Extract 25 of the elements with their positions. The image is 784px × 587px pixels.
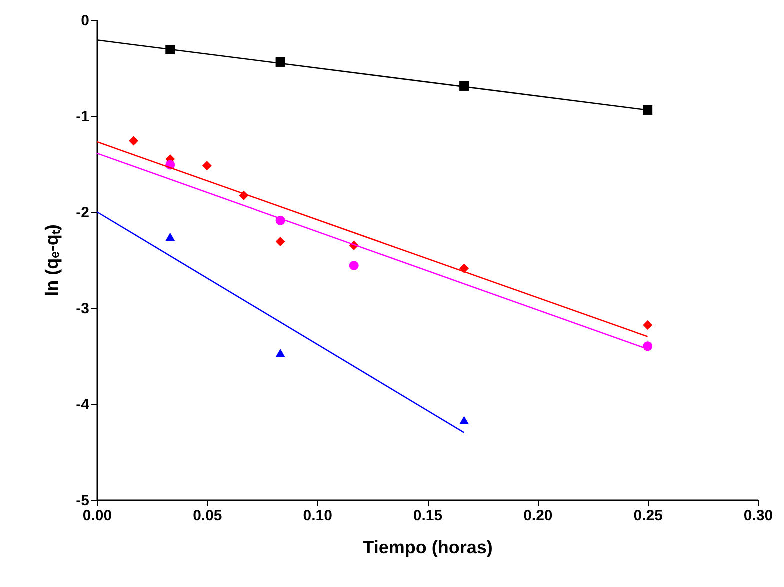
- point: [643, 342, 653, 352]
- y-tick-label: -1: [76, 108, 90, 126]
- point: [166, 232, 176, 242]
- x-tick-label: 0.20: [524, 508, 553, 524]
- point: [643, 320, 653, 330]
- x-tick-label: 0.15: [413, 508, 443, 524]
- point: [643, 105, 653, 115]
- x-tick-label: 0.00: [82, 508, 112, 524]
- x-axis-title: Tiempo (horas): [363, 538, 493, 558]
- y-tick-label: -2: [76, 204, 90, 222]
- y-tick-label: -3: [76, 300, 90, 318]
- point: [276, 237, 286, 247]
- x-tick-label: 0.25: [634, 508, 663, 524]
- x-tick-label: 0.05: [193, 508, 222, 524]
- point: [129, 136, 139, 146]
- x-tick-label: 0.30: [744, 508, 774, 524]
- y-axis-title: ln (qₑ-qₜ): [42, 224, 62, 296]
- x-tick-label: 0.10: [303, 508, 332, 524]
- y-tick-label: 0: [81, 12, 90, 30]
- point: [460, 416, 470, 424]
- y-tick-label: -5: [76, 492, 90, 510]
- point: [202, 161, 212, 171]
- point: [276, 349, 286, 358]
- point: [349, 261, 359, 270]
- y-tick-label: -4: [76, 396, 90, 414]
